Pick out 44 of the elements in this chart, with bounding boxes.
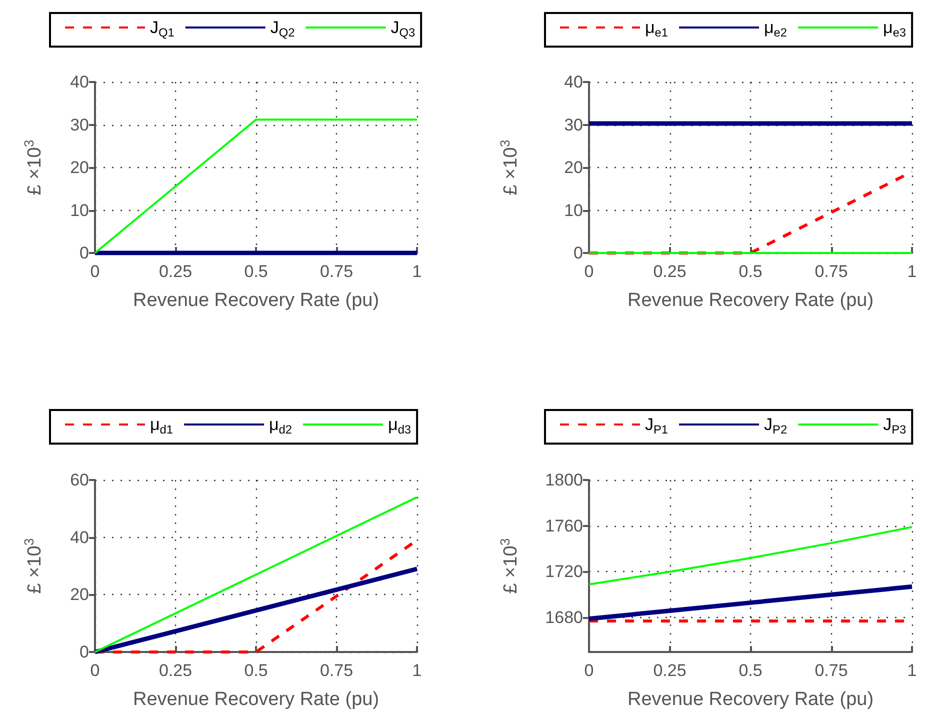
y-tick-label: 1800 [545,470,583,490]
x-tick-label: 0.25 [158,262,192,281]
y-tick-label: 10 [70,200,89,220]
x-tick-label: 0.5 [244,262,268,281]
y-axis-title: £ ×103 [498,538,522,594]
y-tick-label: 20 [564,158,583,177]
x-tick-label: 1 [907,262,917,281]
line-series [586,584,914,621]
y-tick-label: 0 [80,244,89,262]
y-axis-title: £ ×103 [22,140,46,196]
y-tick-label: 40 [564,72,583,92]
y-tick-label: 1720 [545,562,583,582]
x-tick-label: 1 [412,262,422,281]
y-axis-title: £ ×103 [498,140,522,196]
y-tick-label: 30 [564,115,583,134]
line-series [588,526,913,586]
x-tick-label: 0.75 [320,262,354,281]
y-tick-label: 1680 [545,608,583,628]
y-tick-label: 30 [70,115,89,134]
x-tick-label: 0.75 [814,661,848,680]
x-tick-label: 0.5 [738,262,762,281]
x-axis-title: Revenue Recovery Rate (pu) [132,689,380,710]
x-axis-title: Revenue Recovery Rate (pu) [627,689,874,710]
x-tick-label: 1 [412,661,422,680]
x-tick-label: 0.5 [244,661,268,680]
x-tick-label: 1 [907,661,917,680]
y-tick-label: 20 [70,158,89,177]
y-tick-label: 40 [70,528,89,547]
y-tick-label: 40 [70,72,89,92]
y-tick-label: 0 [574,244,583,262]
y-tick-label: 1760 [545,516,583,536]
x-axis-title: Revenue Recovery Rate (pu) [132,290,380,311]
y-axis-title: £ ×103 [22,538,46,594]
x-tick-label: 0.25 [653,661,686,680]
x-tick-label: 0.25 [158,661,192,680]
y-tick-label: 60 [70,470,89,490]
y-tick-label: 0 [80,642,89,662]
x-tick-label: 0.75 [814,262,848,281]
x-tick-label: 0.5 [738,661,762,680]
x-axis-title: Revenue Recovery Rate (pu) [627,290,874,311]
y-tick-label: 20 [70,585,89,604]
x-tick-label: 0.75 [320,661,354,680]
x-tick-label: 0.25 [653,262,686,281]
y-tick-label: 10 [564,200,583,220]
